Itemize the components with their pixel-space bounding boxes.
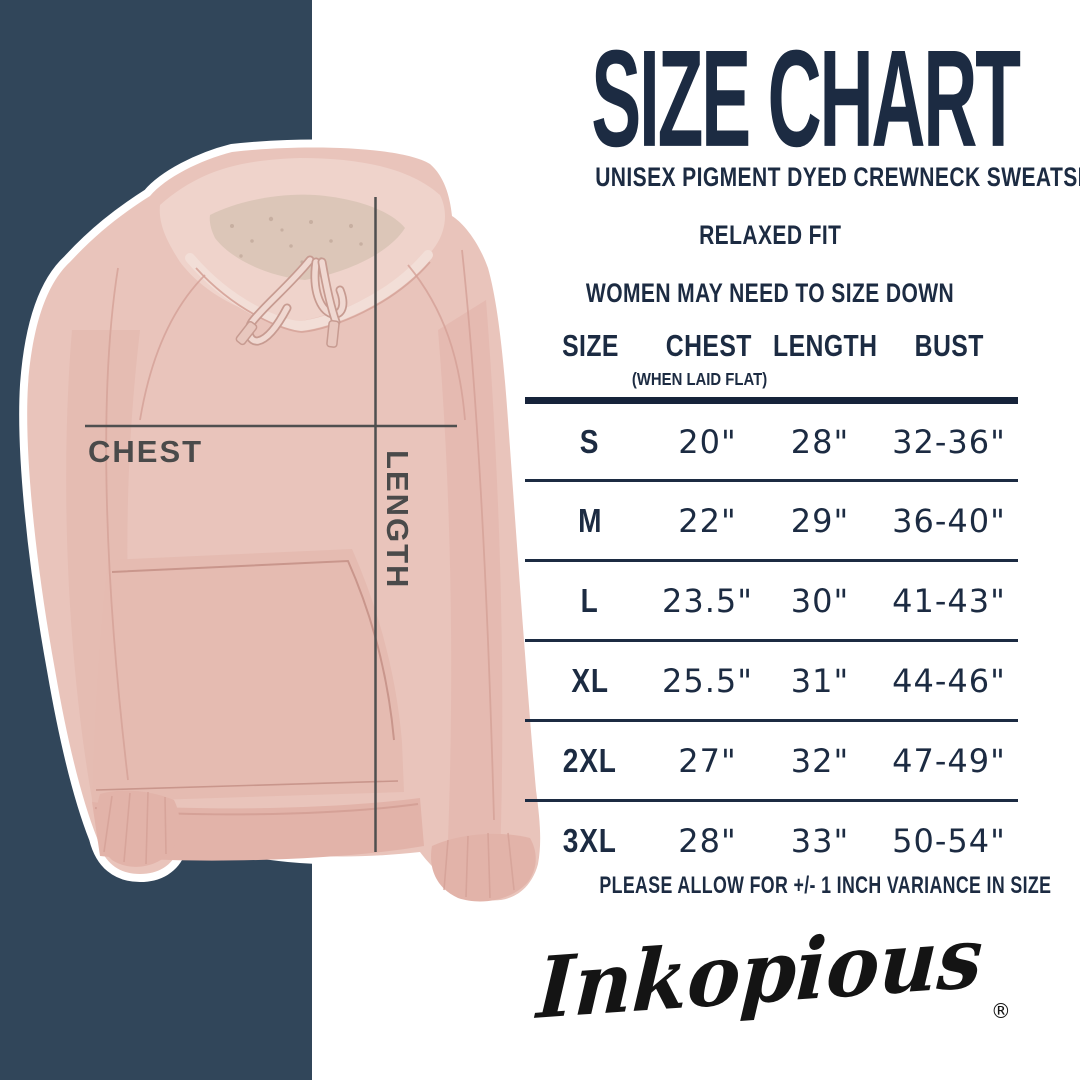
hoodie-photo: CHEST LENGTH	[27, 147, 541, 902]
col-header-size: SIZE	[561, 328, 619, 363]
table-row: S 20" 28" 32-36"	[525, 397, 1018, 479]
subtitle-fit: RELAXED FIT	[698, 220, 842, 250]
col-header-chest: CHEST	[665, 328, 752, 363]
bust-value: 32-36"	[892, 422, 1006, 461]
seam-lines	[105, 249, 495, 821]
chest-label: CHEST	[88, 434, 203, 469]
size-table: SIZE CHEST LENGTH BUST (WHEN LAID FLAT) …	[525, 322, 1018, 879]
drawstring-aglet	[235, 321, 258, 346]
length-value: 28"	[790, 422, 850, 461]
chest-value: 27"	[678, 741, 737, 780]
collar-piping	[185, 250, 433, 332]
table-row: L 23.5" 30" 41-43"	[525, 559, 1018, 639]
hood-interior	[209, 194, 405, 280]
variance-note: PLEASE ALLOW FOR +/- 1 INCH VARIANCE IN …	[599, 872, 1052, 899]
chest-value: 20"	[678, 422, 737, 461]
bust-value: 47-49"	[892, 741, 1006, 780]
length-value: 30"	[790, 581, 850, 620]
bust-value: 50-54"	[892, 821, 1006, 860]
heather-speckles	[230, 216, 363, 264]
chest-value: 25.5"	[662, 661, 753, 700]
size-value: M	[577, 501, 603, 539]
left-cuff	[96, 790, 180, 867]
table-header: SIZE CHEST LENGTH BUST (WHEN LAID FLAT)	[525, 322, 1018, 397]
table-row: 2XL 27" 32" 47-49"	[525, 719, 1018, 799]
brand-wordmark: Inkopious	[534, 907, 986, 1038]
size-value: 3XL	[562, 821, 618, 859]
col-header-length: LENGTH	[773, 328, 878, 363]
info-panel: SIZE CHART UNISEX PIGMENT DYED CREWNECK …	[520, 0, 1080, 1080]
chest-value: 23.5"	[662, 581, 753, 620]
table-row: M 22" 29" 36-40"	[525, 479, 1018, 559]
page-title: SIZE CHART	[591, 21, 1021, 177]
subtitle-product: UNISEX PIGMENT DYED CREWNECK SWEATSHIRT	[595, 162, 1080, 192]
bust-value: 41-43"	[892, 581, 1006, 620]
pocket-bottom-stitch	[95, 780, 399, 791]
length-label: LENGTH	[380, 450, 415, 589]
size-value: L	[580, 581, 599, 619]
table-row: XL 25.5" 31" 44-46"	[525, 639, 1018, 719]
length-value: 31"	[790, 661, 850, 700]
length-value: 32"	[790, 741, 850, 780]
chest-value: 28"	[678, 821, 737, 860]
length-value: 29"	[790, 501, 850, 540]
collar-stitch	[195, 261, 431, 333]
registered-trademark-symbol: ®	[990, 999, 1011, 1023]
kangaroo-pocket	[92, 549, 404, 802]
subtitle-sizing-advice: WOMEN MAY NEED TO SIZE DOWN	[585, 278, 955, 308]
drawstrings	[235, 255, 348, 348]
col-header-bust: BUST	[914, 328, 984, 363]
size-value: 2XL	[562, 741, 618, 779]
bust-value: 44-46"	[892, 661, 1006, 700]
right-cuff-ribs	[443, 832, 515, 899]
right-sleeve	[438, 300, 503, 860]
table-row: 3XL 28" 33" 50-54"	[525, 799, 1018, 879]
left-cuff-ribs	[103, 791, 167, 865]
length-value: 33"	[790, 821, 850, 860]
drawstring-aglet	[326, 320, 340, 348]
brand-logo: Inkopious ®	[520, 907, 1020, 1038]
size-value: XL	[571, 661, 609, 699]
chest-subheader: (WHEN LAID FLAT)	[632, 369, 768, 389]
chest-value: 22"	[678, 501, 737, 540]
size-value: S	[580, 422, 600, 460]
bust-value: 36-40"	[892, 501, 1006, 540]
